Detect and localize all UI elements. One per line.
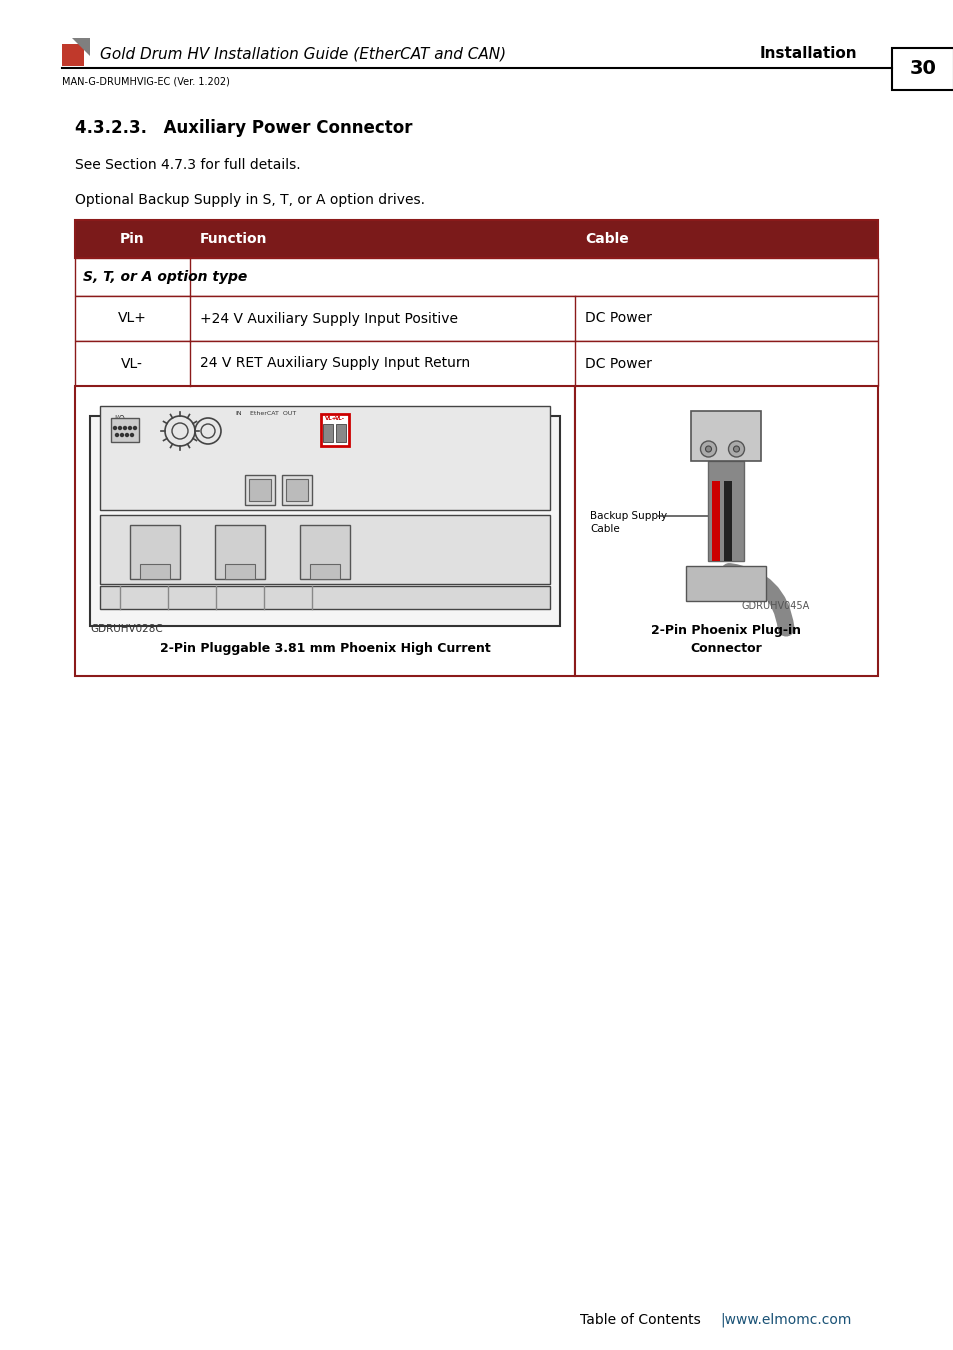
Bar [62, 45, 84, 66]
Bar [891, 49, 953, 90]
Text: Cable: Cable [584, 232, 628, 246]
Bar [320, 414, 349, 446]
Circle shape [700, 441, 716, 458]
Circle shape [733, 446, 739, 452]
Text: +24 V Auxiliary Supply Input Positive: +24 V Auxiliary Supply Input Positive [200, 312, 457, 325]
Bar [245, 474, 274, 505]
Text: 30: 30 [908, 59, 936, 78]
Bar [130, 525, 180, 579]
Bar [225, 564, 254, 579]
Text: Optional Backup Supply in S, T, or A option drives.: Optional Backup Supply in S, T, or A opt… [75, 193, 424, 207]
Text: Installation: Installation [760, 46, 857, 62]
Bar [712, 481, 720, 562]
Bar [90, 416, 559, 626]
Bar [282, 474, 312, 505]
Circle shape [113, 427, 116, 429]
Text: 2-Pin Phoenix Plug-in
Connector: 2-Pin Phoenix Plug-in Connector [651, 624, 801, 655]
Circle shape [115, 433, 118, 436]
Bar [686, 566, 765, 601]
Text: I/O: I/O [114, 414, 125, 423]
Bar [575, 386, 877, 676]
Text: VL-: VL- [335, 416, 345, 421]
Bar [323, 424, 333, 441]
Text: 4.3.2.3. Auxiliary Power Connector: 4.3.2.3. Auxiliary Power Connector [75, 119, 412, 136]
Text: GDRUHV045A: GDRUHV045A [740, 601, 809, 612]
Text: Backup Supply
Cable: Backup Supply Cable [589, 512, 666, 535]
Bar [723, 481, 732, 562]
Bar [249, 478, 271, 501]
Bar [708, 460, 743, 562]
Text: GDRUHV028C: GDRUHV028C [90, 624, 163, 634]
Bar [335, 424, 346, 441]
Bar [140, 564, 170, 579]
Text: DC Power: DC Power [584, 356, 651, 370]
Text: IN: IN [234, 410, 241, 416]
Text: See Section 4.7.3 for full details.: See Section 4.7.3 for full details. [75, 158, 300, 171]
Text: VL+: VL+ [325, 416, 337, 421]
Bar [100, 406, 550, 509]
Circle shape [705, 446, 711, 452]
Circle shape [120, 433, 123, 436]
Text: EtherCAT  OUT: EtherCAT OUT [250, 410, 296, 416]
Polygon shape [71, 38, 90, 55]
Text: Gold Drum HV Installation Guide (EtherCAT and CAN): Gold Drum HV Installation Guide (EtherCA… [100, 46, 506, 62]
FancyArrowPatch shape [728, 571, 785, 628]
Text: MAN-G-DRUMHVIG-EC (Ver. 1.202): MAN-G-DRUMHVIG-EC (Ver. 1.202) [62, 77, 230, 86]
Text: DC Power: DC Power [584, 312, 651, 325]
Bar [214, 525, 265, 579]
Bar [286, 478, 308, 501]
Text: 24 V RET Auxiliary Supply Input Return: 24 V RET Auxiliary Supply Input Return [200, 356, 470, 370]
Bar [75, 258, 877, 296]
Circle shape [133, 427, 136, 429]
Bar [111, 418, 139, 441]
Bar [75, 386, 575, 676]
Circle shape [126, 433, 129, 436]
Text: Function: Function [200, 232, 267, 246]
Bar [691, 410, 760, 460]
Circle shape [131, 433, 133, 436]
Bar [299, 525, 350, 579]
Text: |www.elmomc.com: |www.elmomc.com [720, 1312, 850, 1327]
Bar [75, 220, 877, 258]
Circle shape [129, 427, 132, 429]
Circle shape [728, 441, 743, 458]
Text: VL-: VL- [121, 356, 143, 370]
Text: Pin: Pin [119, 232, 144, 246]
Text: 2-Pin Pluggable 3.81 mm Phoenix High Current: 2-Pin Pluggable 3.81 mm Phoenix High Cur… [159, 643, 490, 655]
Circle shape [118, 427, 121, 429]
Bar [100, 514, 550, 585]
Bar [75, 296, 877, 342]
Text: Table of Contents: Table of Contents [579, 1314, 700, 1327]
Text: S, T, or A option type: S, T, or A option type [83, 270, 247, 284]
Bar [310, 564, 339, 579]
Bar [75, 342, 877, 386]
Text: VL+: VL+ [117, 312, 146, 325]
Bar [100, 586, 550, 609]
Circle shape [123, 427, 127, 429]
